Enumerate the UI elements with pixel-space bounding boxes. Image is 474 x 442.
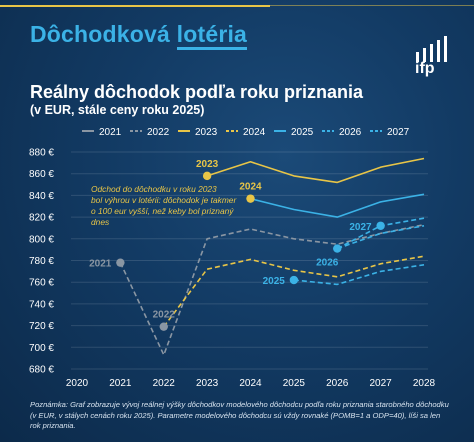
y-tick-label: 680 € — [29, 365, 54, 376]
logo-bar-2 — [423, 48, 426, 62]
y-tick-label: 860 € — [29, 169, 54, 180]
x-tick-label: 2026 — [326, 378, 349, 389]
y-tick-label: 840 € — [29, 191, 54, 202]
page-title: Dôchodková lotéria — [30, 21, 248, 50]
marker-2022 — [159, 322, 168, 331]
legend-label-2023: 2023 — [195, 127, 218, 138]
series-line-2023 — [206, 157, 425, 184]
annotation-line: bol výhrou v lotérii: dôchodok je takmer — [91, 195, 237, 205]
logo-text: ifp — [415, 60, 435, 77]
x-tick-label: 2023 — [196, 378, 219, 389]
marker-label-2021: 2021 — [89, 259, 112, 270]
x-tick-label: 2022 — [153, 378, 176, 389]
annotation-line: o 100 eur vyšší, než keby bol priznaný — [91, 206, 234, 216]
y-tick-label: 780 € — [29, 256, 54, 267]
page-title-part2: lotéria — [176, 21, 248, 50]
y-tick-label: 800 € — [29, 234, 54, 245]
legend-label-2026: 2026 — [339, 127, 362, 138]
x-tick-label: 2021 — [109, 378, 132, 389]
footnote-label: Poznámka: — [30, 400, 68, 409]
marker-2025 — [289, 275, 299, 285]
chart-subtitle: (v EUR, stále ceny roku 2025) — [30, 103, 205, 117]
series-line-2024 — [163, 255, 425, 328]
legend-label-2022: 2022 — [147, 127, 170, 138]
marker-2027 — [376, 221, 385, 230]
marker-label-2024: 2024 — [239, 182, 262, 193]
marker-2026 — [333, 244, 342, 253]
chart-title: Reálny dôchodok podľa roku priznania — [30, 82, 363, 102]
marker-2021 — [116, 258, 125, 267]
x-tick-label: 2024 — [239, 378, 262, 389]
y-tick-label: 700 € — [29, 343, 54, 354]
marker-2023 — [202, 171, 212, 181]
y-tick-label: 720 € — [29, 321, 54, 332]
ifp-logo: ifp — [412, 30, 448, 80]
marker-2024 — [246, 194, 255, 203]
marker-label-2025: 2025 — [263, 276, 286, 287]
page-title-part1: Dôchodková — [30, 21, 171, 47]
y-tick-label: 740 € — [29, 299, 54, 310]
legend-label-2021: 2021 — [99, 127, 122, 138]
logo-bar-3 — [430, 44, 433, 62]
x-tick-label: 2025 — [283, 378, 306, 389]
top-accent-line — [0, 5, 270, 7]
series-line-2026 — [293, 264, 425, 286]
series-line-2025 — [250, 193, 425, 218]
annotation-text: Odchod do dôchodku v roku 2023 bol výhrou… — [91, 184, 237, 227]
legend-label-2025: 2025 — [291, 127, 314, 138]
annotation-line: dnes — [91, 217, 110, 227]
series-line-2027 — [337, 225, 425, 250]
legend-label-2027: 2027 — [387, 127, 410, 138]
x-tick-label: 2020 — [66, 378, 89, 389]
logo-bar-5 — [444, 36, 447, 62]
x-tick-label: 2027 — [370, 378, 393, 389]
top-thin-line — [255, 5, 474, 6]
y-tick-label: 880 € — [29, 148, 54, 159]
annotation-line: Odchod do dôchodku v roku 2023 — [91, 184, 217, 194]
footnote: Poznámka: Graf zobrazuje vývoj reálnej v… — [30, 400, 450, 432]
logo-bar-1 — [416, 52, 419, 62]
footnote-text: Graf zobrazuje vývoj reálnej výšky dôcho… — [30, 400, 449, 430]
x-tick-label: 2028 — [413, 378, 436, 389]
marker-label-2026: 2026 — [316, 258, 339, 269]
y-tick-label: 760 € — [29, 278, 54, 289]
marker-label-2022: 2022 — [153, 310, 176, 321]
logo-bar-4 — [437, 40, 440, 62]
y-tick-label: 820 € — [29, 213, 54, 224]
marker-label-2027: 2027 — [349, 222, 372, 233]
marker-label-2023: 2023 — [196, 159, 219, 170]
series-line-2022 — [119, 223, 425, 356]
legend-label-2024: 2024 — [243, 127, 266, 138]
